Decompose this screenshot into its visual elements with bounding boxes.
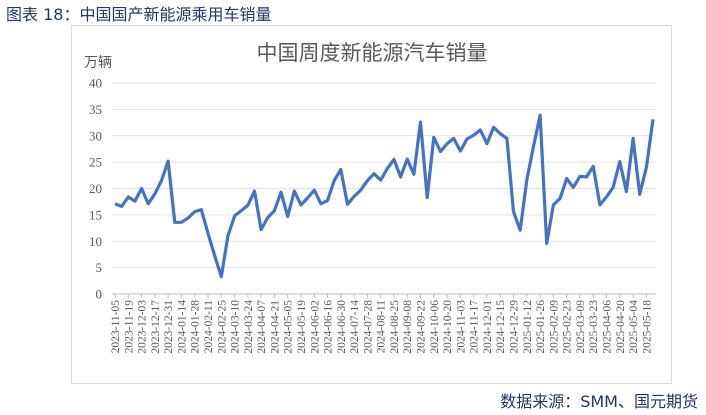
x-tick-label: 2024-06-02 xyxy=(309,300,321,354)
x-tick-label: 2025-01-12 xyxy=(522,300,534,354)
x-tick-label: 2024-04-21 xyxy=(269,300,281,354)
x-tick-label: 2024-10-20 xyxy=(442,300,454,354)
x-tick-label: 2023-12-31 xyxy=(163,300,175,354)
x-tick-label: 2025-04-06 xyxy=(602,300,614,354)
x-tick-label: 2024-08-11 xyxy=(376,300,388,353)
x-tick-label: 2024-02-11 xyxy=(203,300,215,353)
y-tick-label: 40 xyxy=(89,76,102,91)
series-line xyxy=(114,113,655,279)
x-tick-label: 2024-05-05 xyxy=(283,300,295,354)
data-points xyxy=(114,115,654,277)
y-tick-label: 35 xyxy=(89,102,102,117)
x-tick-label: 2025-05-04 xyxy=(628,300,640,354)
x-tick-label: 2023-12-03 xyxy=(137,300,149,354)
x-tick-label: 2024-01-28 xyxy=(190,300,202,354)
figure-caption: 图表 18：中国国产新能源乘用车销量 xyxy=(6,5,272,24)
y-tick-label: 10 xyxy=(89,234,102,249)
y-tick-label: 25 xyxy=(89,155,102,170)
y-tick-label: 0 xyxy=(96,287,103,302)
x-tick-label: 2024-11-17 xyxy=(469,300,481,353)
x-tick-label: 2025-03-23 xyxy=(588,300,600,354)
x-tick-label: 2024-07-14 xyxy=(349,300,361,354)
x-tick-label: 2025-05-18 xyxy=(641,300,653,354)
x-tick-label: 2024-12-15 xyxy=(495,300,507,354)
y-tick-label: 20 xyxy=(89,181,102,196)
x-tick-label: 2024-08-25 xyxy=(389,300,401,354)
y-axis-unit-label: 万辆 xyxy=(84,55,112,71)
x-tick-label: 2024-06-30 xyxy=(336,300,348,354)
x-tick-label: 2024-12-29 xyxy=(509,300,521,354)
x-tick-label: 2025-02-23 xyxy=(562,300,574,354)
x-tick-label: 2024-09-22 xyxy=(416,300,428,354)
y-tick-label: 5 xyxy=(96,260,103,275)
chart-title: 中国周度新能源汽车销量 xyxy=(257,41,488,65)
x-tick-label: 2024-01-14 xyxy=(176,300,188,354)
x-tick-label: 2024-09-08 xyxy=(402,300,414,354)
x-tick-label: 2024-03-24 xyxy=(243,300,255,354)
x-tick-label: 2024-05-19 xyxy=(296,300,308,354)
x-tick-label: 2024-12-01 xyxy=(482,300,494,354)
x-tick-label: 2024-02-25 xyxy=(216,300,228,354)
x-tick-label: 2025-02-09 xyxy=(548,300,560,354)
data-source: 数据来源：SMM、国元期货 xyxy=(500,392,698,411)
y-tick-label: 15 xyxy=(89,207,102,222)
x-tick-label: 2023-11-05 xyxy=(110,300,122,353)
y-tick-label: 30 xyxy=(89,128,102,143)
x-tick-label: 2024-10-06 xyxy=(429,300,441,354)
x-tick-label: 2023-12-17 xyxy=(150,300,162,354)
x-tick-label: 2024-11-03 xyxy=(455,300,467,353)
x-tick-label: 2024-06-16 xyxy=(323,300,335,354)
x-tick-label: 2025-03-09 xyxy=(575,300,587,354)
x-tick-label: 2025-04-20 xyxy=(615,300,627,354)
x-tick-label: 2023-11-19 xyxy=(123,300,135,353)
x-tick-label: 2024-07-28 xyxy=(362,300,374,354)
x-tick-label: 2024-04-07 xyxy=(256,300,268,354)
x-tick-label: 2025-01-26 xyxy=(535,300,547,354)
x-tick-label: 2024-03-10 xyxy=(230,300,242,354)
